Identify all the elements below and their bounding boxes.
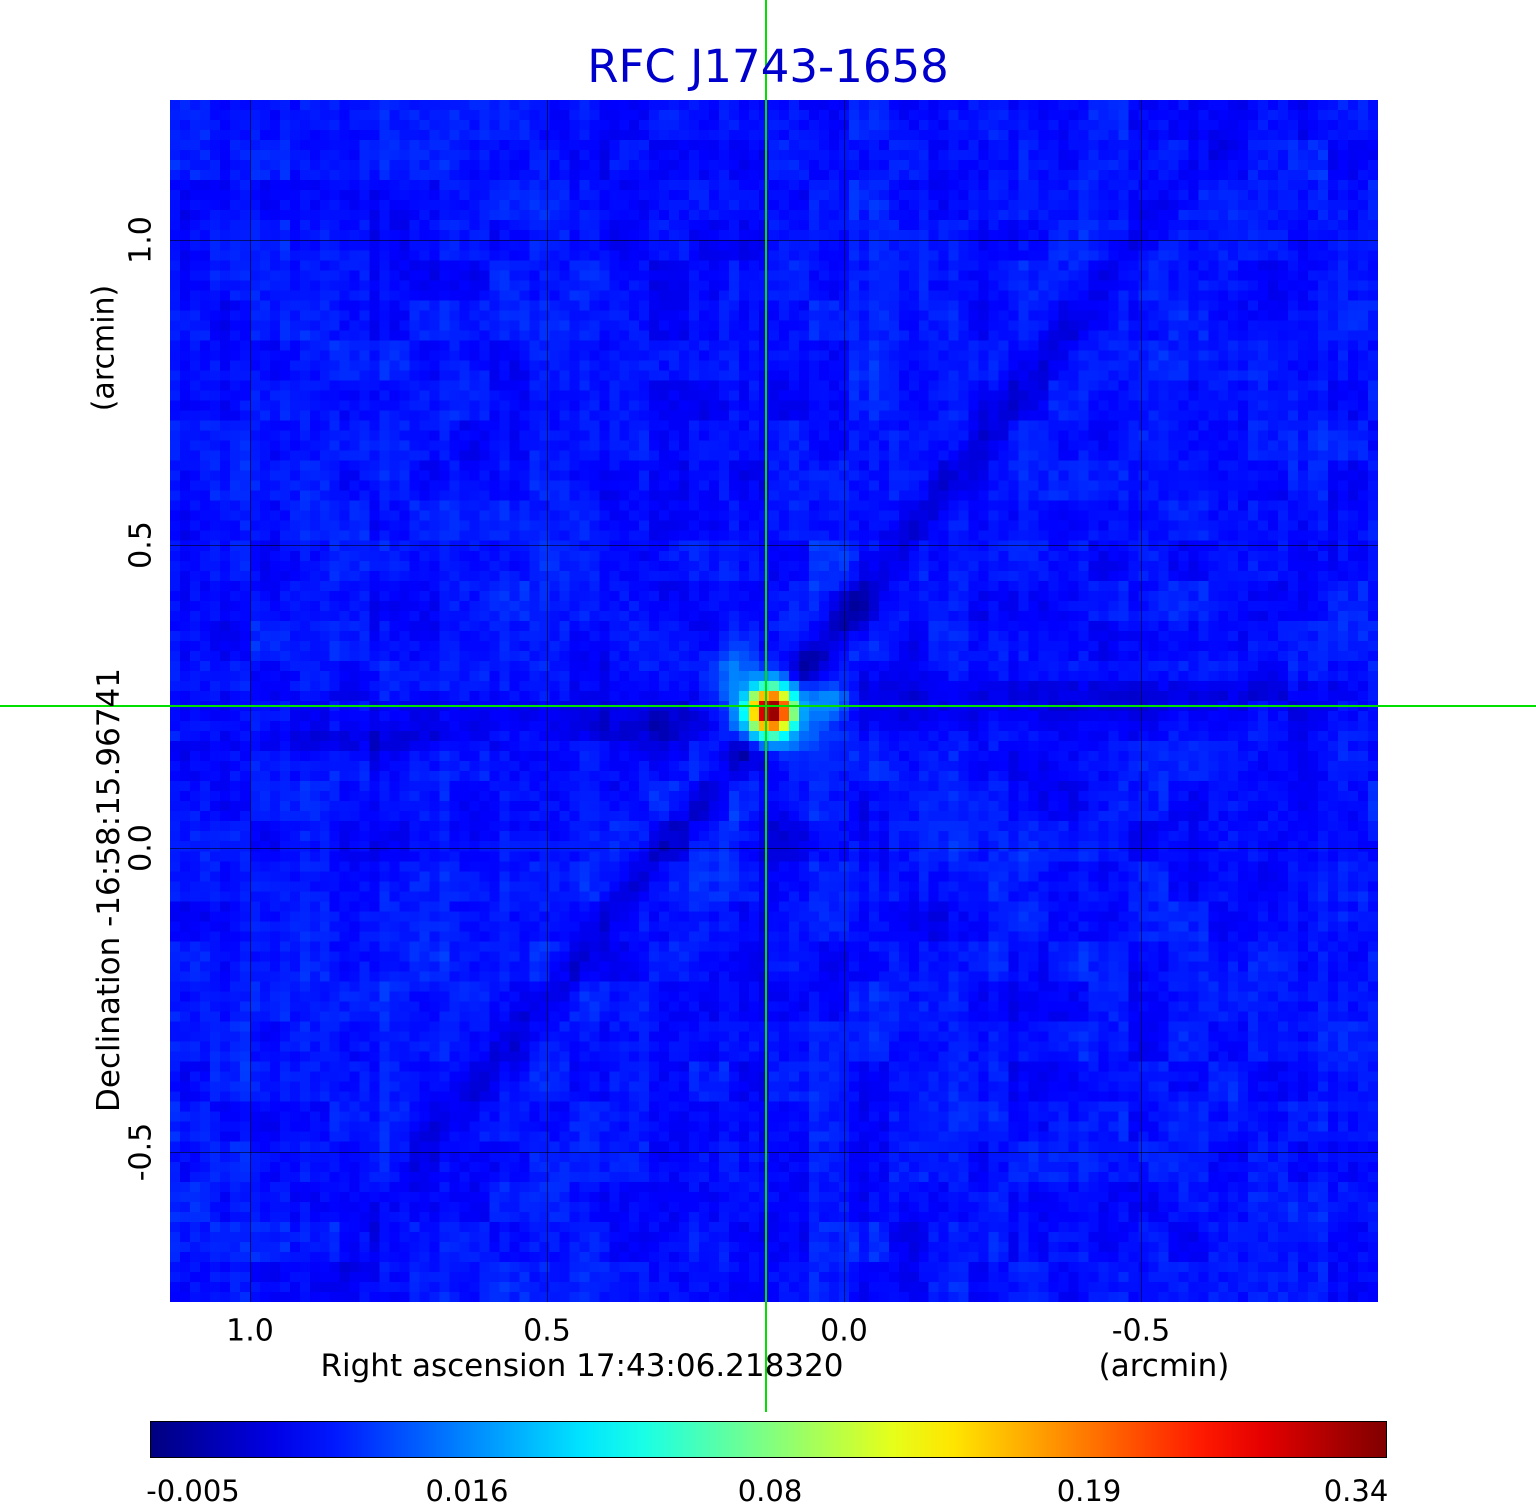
- grid-line-horizontal: [170, 1152, 1378, 1153]
- heatmap-plot: [170, 100, 1378, 1302]
- x-tick-label: 0.0: [820, 1313, 868, 1349]
- grid-line-vertical: [843, 100, 845, 1302]
- x-tick-label: 1.0: [226, 1313, 274, 1349]
- y-tick-label: 0.5: [123, 521, 159, 569]
- grid-lines: [170, 100, 1378, 1302]
- colorbar-tick-label: 0.016: [425, 1474, 509, 1508]
- colorbar-tick-label: 0.34: [1323, 1474, 1389, 1508]
- grid-line-vertical: [547, 100, 548, 1302]
- grid-line-vertical: [250, 100, 251, 1302]
- x-axis-unit-label: (arcmin): [1098, 1348, 1230, 1384]
- x-tick-label: 0.5: [523, 1313, 571, 1349]
- y-tick-label: 0.0: [123, 824, 159, 872]
- colorbar: [150, 1421, 1387, 1458]
- x-tick-label: -0.5: [1111, 1313, 1171, 1349]
- grid-line-horizontal: [170, 545, 1378, 546]
- y-axis-unit-label: (arcmin): [86, 284, 122, 412]
- y-axis-title: Declination -16:58:15.96741: [91, 668, 127, 1112]
- y-tick-label: -0.5: [123, 1122, 159, 1182]
- heatmap-canvas: [170, 100, 1378, 1302]
- grid-line-vertical: [1140, 100, 1142, 1302]
- crosshair-horizontal-line: [0, 705, 1536, 707]
- colorbar-tick-label: -0.005: [146, 1474, 240, 1508]
- grid-line-horizontal: [170, 240, 1378, 241]
- x-axis-title: Right ascension 17:43:06.218320: [320, 1348, 844, 1384]
- plot-title: RFC J1743-1658: [587, 40, 949, 93]
- y-tick-label: 1.0: [123, 216, 159, 264]
- grid-line-horizontal: [170, 848, 1378, 849]
- colorbar-tick-label: 0.08: [737, 1474, 803, 1508]
- colorbar-tick-label: 0.19: [1056, 1474, 1122, 1508]
